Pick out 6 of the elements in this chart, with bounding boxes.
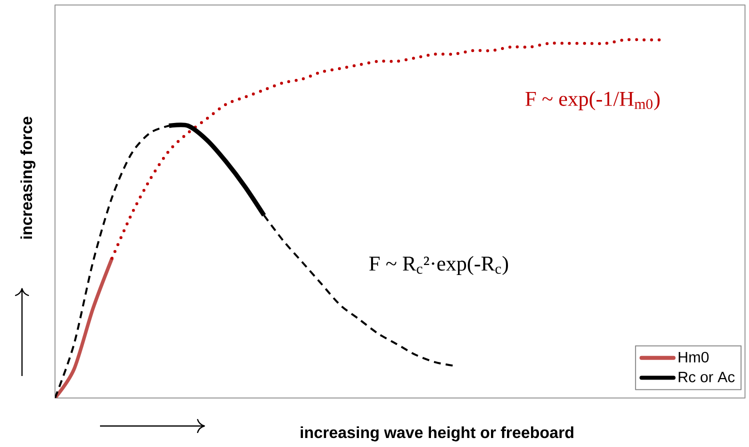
annotation: F ~ exp(-1/H$_{m0}$) [526,91,660,110]
y-axis-title: increasing force [20,116,36,239]
x-axis-title: increasing wave height or freeboard [300,426,574,442]
legend-label: Hm0 [678,352,709,362]
legend-label: Rc or Ac [678,372,735,382]
annotation: F ~ R$_{c}$²·exp(-R$_{c}$) [369,256,508,275]
